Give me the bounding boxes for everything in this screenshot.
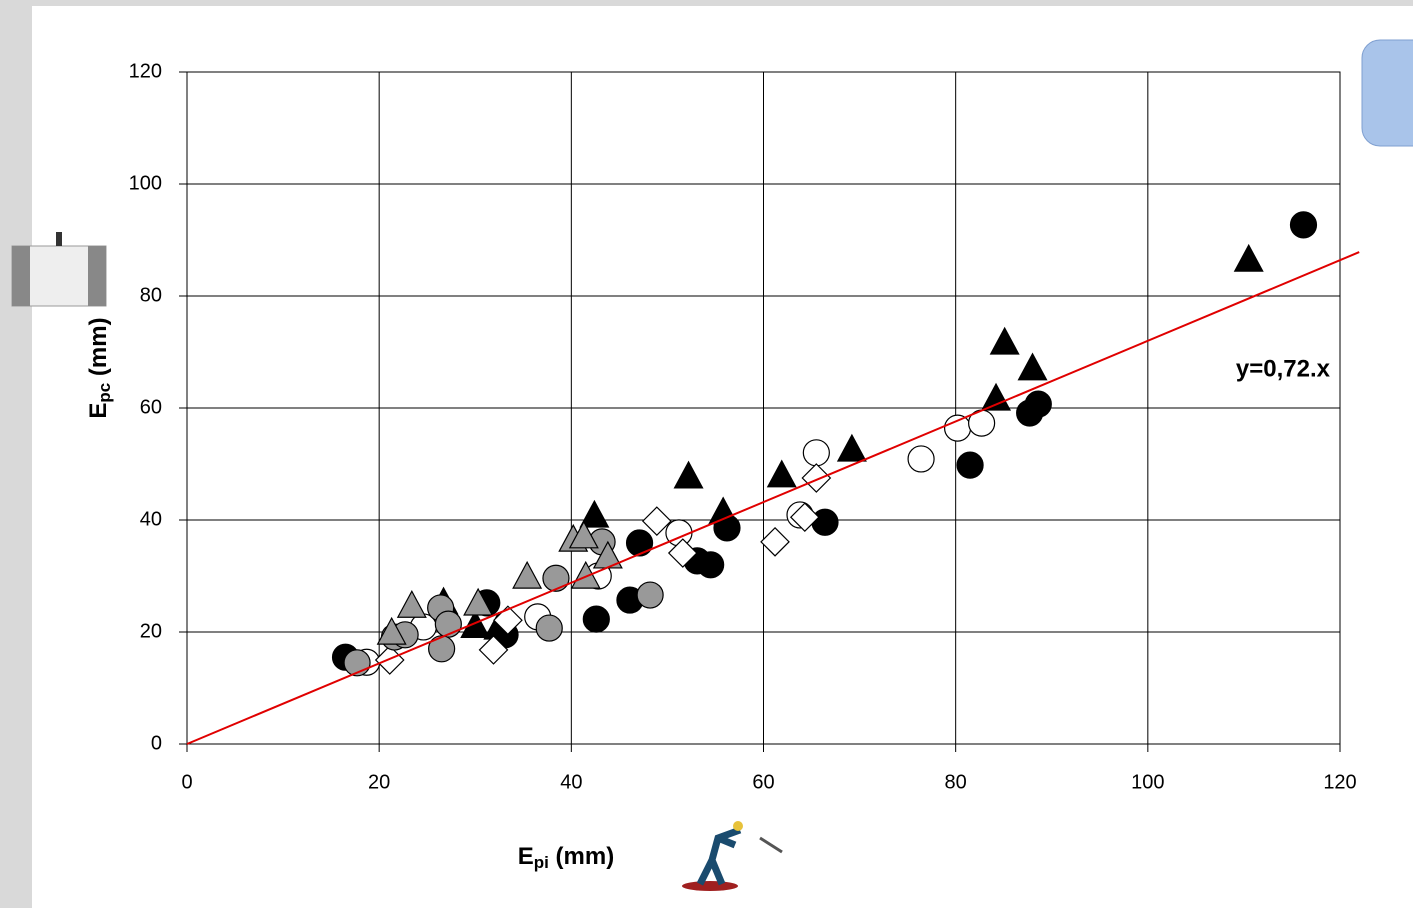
point [463,587,494,616]
point [760,526,790,557]
point [943,414,972,442]
point [1017,352,1048,381]
worker-icon [682,821,783,891]
y-tick-label: 0 [151,732,162,754]
y-label-sub: pc [95,383,114,403]
y-tick-label: 60 [140,396,162,418]
y-tick-label: 120 [129,60,162,82]
point [802,439,830,467]
y-tick-label: 20 [140,620,162,642]
point [636,581,664,609]
point [836,433,867,462]
cylinder-icon [11,232,107,307]
trendline-label: y=0,72.x [1236,355,1331,382]
point [512,560,543,589]
point [376,616,407,645]
point [568,520,599,549]
point [801,463,832,493]
x-tick-label: 120 [1323,771,1356,793]
x-axis-title: Epi (mm) [518,843,614,872]
point [478,635,509,665]
point [570,560,601,589]
point [956,451,984,479]
point [535,614,563,642]
point [766,459,797,488]
left-band [0,0,32,908]
point [1024,390,1052,418]
y-tick-label: 100 [129,172,162,194]
x-tick-label: 40 [560,771,582,793]
x-label-sub: pi [534,853,549,872]
point [625,529,654,557]
callout-box [1361,39,1413,147]
point [697,551,725,579]
x-label-main: E [518,843,534,870]
x-tick-label: 100 [1131,771,1164,793]
point [641,506,672,536]
point [582,605,610,633]
point [493,605,523,636]
point [542,564,570,592]
y-axis-title: Epc (mm) [85,317,114,418]
point [579,499,610,528]
plot-frame [186,71,1341,745]
point [907,445,935,473]
point [1233,243,1264,272]
top-band [0,0,1413,6]
point [460,610,491,638]
trendline [186,251,1360,745]
point [673,460,704,489]
point [708,496,739,525]
x-tick-label: 20 [368,771,390,793]
y-label-main: E [85,403,112,419]
y-tick-label: 40 [140,508,162,530]
point [981,382,1012,411]
point [667,538,698,568]
point [1289,211,1318,239]
x-tick-label: 60 [752,771,774,793]
point [811,508,839,536]
point [989,326,1020,355]
y-tick-label: 80 [140,284,162,306]
x-tick-label: 0 [181,771,192,793]
point [789,502,820,533]
point [428,635,456,663]
y-label-unit: (mm) [85,317,112,382]
x-label-unit: (mm) [549,843,614,870]
x-tick-label: 80 [945,771,967,793]
point [396,589,427,618]
